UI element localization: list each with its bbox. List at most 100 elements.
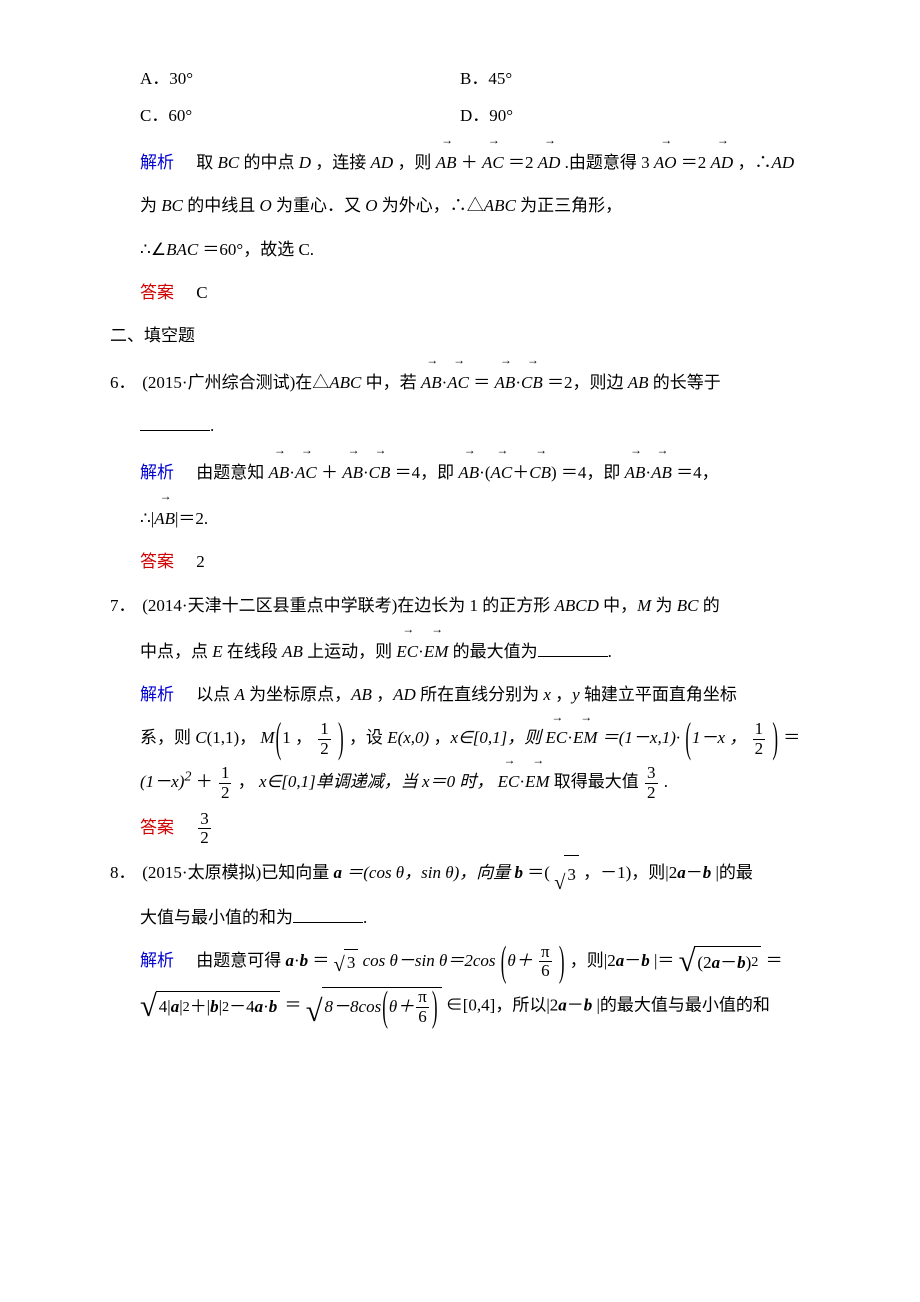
o: O [365,196,377,215]
t: x∈[0,1]单调递减，当 x＝0 时， [259,772,493,791]
b: b [737,950,746,976]
rparen: ) [432,975,438,1039]
v: AC [295,451,317,491]
sqrt-big: √ 4|a|2 ＋|b|2 －4a·b [140,991,280,1022]
abc: ABC [329,373,361,392]
frac-ans: 32 [198,810,211,848]
t: 轴建立平面直角坐标 [584,685,737,704]
t: 中， [603,596,637,615]
v: AB [458,451,479,491]
num: 1 [753,720,766,739]
t: 为重心．又 [276,196,365,215]
sup: 2 [222,997,229,1018]
sup: 2 [183,997,190,1018]
q7-jiexi-2: 系，则 C(1,1)， M(1 ， 12 ) ，设 E(x,0) ，x∈[0,1… [110,720,830,758]
v: AB [651,451,672,491]
a: a [255,994,264,1020]
q6-answer: 答案 2 [110,543,830,580]
t: ＋ [512,463,529,482]
a: a [712,950,721,976]
t: ＋ [461,153,478,172]
num: 3 [198,810,211,829]
frac-3-2: 32 [645,764,658,802]
frac-pi-6: π6 [416,988,429,1026]
t: . [664,772,668,791]
b: b [703,863,712,882]
t: ＝ [285,996,302,1015]
a: a [677,863,686,882]
t: 系，则 [140,728,195,747]
v: AB [625,451,646,491]
t: ＋ [321,463,338,482]
ad: AD [393,685,416,704]
t: |＝2. [175,509,208,528]
t: 4| [159,994,171,1020]
t: ＋| [190,994,210,1020]
jiexi-label: 解析 [140,463,174,482]
t: ，则 [397,153,431,172]
v: EM [573,723,598,750]
o: O [259,196,271,215]
t: ，设 [349,728,387,747]
q8-stem-2: 大值与最小值的和为. [110,899,830,936]
t: ＝2 [681,153,707,172]
blank [140,413,210,431]
option-d: D．90° [460,97,830,134]
t: 由题意知 [196,463,264,482]
t: － [720,950,737,976]
abcd: ABCD [554,596,598,615]
q8-jiexi-2: √ 4|a|2 ＋|b|2 －4a·b ＝ √ 8－8cos (θ＋ π6 ) … [110,987,830,1026]
t: |的最大值与最小值的和 [597,996,770,1015]
t: － [624,951,641,970]
e: E [387,728,397,747]
t: |的最 [715,863,752,882]
rparen: ) [338,709,344,768]
t: 的 [703,596,720,615]
q6-jiexi: 解析 由题意知 AB·AC ＋ AB·CB ＝4，即 AB·(AC＋CB) ＝4… [110,451,830,491]
q7-stem-2: 中点，点 E 在线段 AB 上运动，则 EC·EM 的最大值为. [110,630,830,670]
t: (x,0) [398,728,430,747]
den: 2 [318,739,331,759]
rad: 3 [344,949,359,976]
blank [293,905,363,923]
t: ＝2，则边 [547,373,628,392]
ab: AB [628,373,649,392]
t: ＝( [527,863,550,882]
t: 1－x ， [692,728,746,747]
daan-label: 答案 [140,552,174,571]
q6-jiexi-2: ∴|AB|＝2. [110,497,830,537]
t: ＝4，即 [561,463,621,482]
t: ＝60°，故选 C. [202,240,314,259]
q5-jiexi-3: ∴∠BAC ＝60°，故选 C. [110,231,830,268]
t: (2014·天津十二区县重点中学联考)在边长为 1 的正方形 [142,596,554,615]
t: 以点 [196,685,234,704]
section-title: 二、填空题 [110,326,195,345]
jiexi-label: 解析 [140,685,174,704]
jiexi-label: 解析 [140,153,174,172]
frac-half: 12 [219,764,232,802]
v: AC [491,451,513,491]
ab: AB [351,685,372,704]
lparen: ( [382,975,388,1039]
num: 1 [219,764,232,783]
t: 中点，点 [140,642,212,661]
frac-half: 12 [753,720,766,758]
t: ∴| [140,509,154,528]
t: (2015·广州综合测试)在△ [142,373,329,392]
t: ，连接 [315,153,370,172]
q7-answer: 答案 32 [110,809,830,848]
v: CB [369,451,391,491]
e: E [212,642,222,661]
q7-stem: 7． (2014·天津十二区县重点中学联考)在边长为 1 的正方形 ABCD 中… [110,587,830,624]
den: 2 [753,739,766,759]
vec-ab: AB [421,361,442,401]
sup: 2 [751,952,758,973]
bc: BC [677,596,699,615]
t: ， [238,772,255,791]
qnum: 8． [110,854,138,891]
b: b [210,994,219,1020]
option-b: B．45° [460,60,830,97]
t: ， [555,685,572,704]
t: 为 [656,596,677,615]
answer-value: 2 [196,552,205,571]
